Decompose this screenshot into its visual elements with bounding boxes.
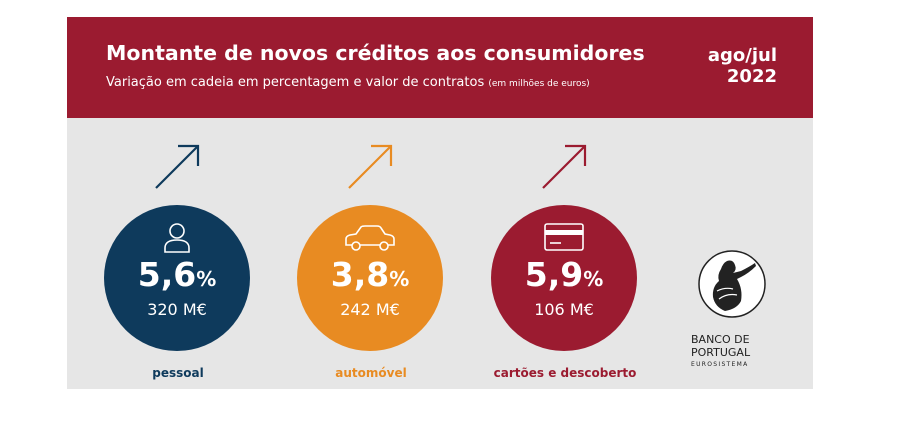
arrow-up-right-icon (155, 144, 200, 189)
percentage-value: 5,9% (524, 255, 604, 294)
category-pessoal: 5,6% 320 M€ pessoal (103, 137, 253, 387)
car-icon (345, 225, 395, 251)
arrow-up-right-icon (348, 144, 393, 189)
subtitle-text: Variação em cadeia em percentagem e valo… (106, 75, 485, 90)
category-label: pessoal (152, 366, 204, 380)
arrow-up-right-icon (542, 144, 587, 189)
category-automovel: 3,8% 242 M€ automóvel (296, 137, 446, 387)
period-label: ago/jul 2022 (708, 45, 777, 87)
infographic-title: Montante de novos créditos aos consumido… (106, 41, 645, 65)
percentage-value: 5,6% (137, 255, 217, 294)
logo-text-line1: BANCO DE (691, 333, 750, 346)
period-months: ago/jul (707, 45, 777, 66)
category-cartoes: 5,9% 106 M€ cartões e descoberto (490, 137, 640, 387)
category-circle: 5,6% 320 M€ (104, 205, 250, 351)
category-label: automóvel (335, 366, 407, 380)
percentage-value: 3,8% (330, 255, 410, 294)
logo-text-line3: EUROSISTEMA (691, 361, 749, 368)
credit-card-icon (544, 223, 584, 251)
header-banner: Montante de novos créditos aos consumido… (67, 17, 813, 118)
amount-value: 320 M€ (147, 300, 207, 319)
amount-value: 106 M€ (534, 300, 594, 319)
banco-de-portugal-logo: BANCO DE PORTUGAL EUROSISTEMA (691, 249, 781, 369)
period-year: 2022 (726, 66, 777, 87)
category-circle: 3,8% 242 M€ (297, 205, 443, 351)
infographic-card: Montante de novos créditos aos consumido… (67, 17, 813, 389)
category-label: cartões e descoberto (493, 366, 637, 380)
infographic-subtitle: Variação em cadeia em percentagem e valo… (106, 75, 590, 90)
person-icon (164, 223, 190, 253)
subtitle-unit: (em milhões de euros) (488, 79, 590, 89)
logo-text-line2: PORTUGAL (691, 346, 751, 359)
seal-emblem-icon (698, 250, 766, 318)
amount-value: 242 M€ (340, 300, 400, 319)
category-circle: 5,9% 106 M€ (491, 205, 637, 351)
